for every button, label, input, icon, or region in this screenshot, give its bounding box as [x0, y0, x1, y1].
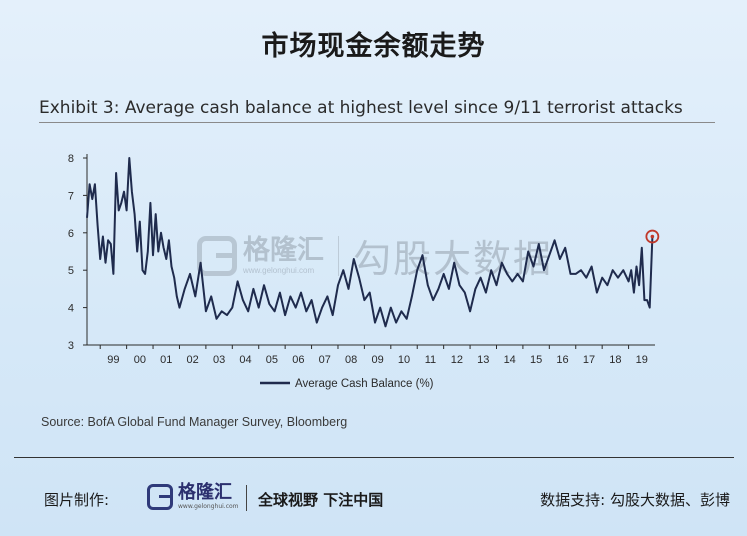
exhibit-title: Exhibit 3: Average cash balance at highe… — [39, 98, 683, 118]
x-tick-label: 00 — [134, 354, 146, 366]
credit-label: 图片制作: — [44, 491, 110, 509]
y-axis-ticks: 3 4 5 6 7 8 — [68, 153, 87, 352]
x-tick-label: 05 — [266, 354, 278, 366]
data-source: 数据支持: 勾股大数据、彭博 — [540, 491, 730, 509]
x-tick-label: 17 — [583, 354, 595, 366]
x-tick-label: 03 — [213, 354, 225, 366]
footer: 图片制作: 格隆汇 www.gelonghui.com 全球视野 下注中国 数据… — [0, 483, 747, 517]
x-tick-label: 10 — [398, 354, 410, 366]
slogan: 全球视野 下注中国 — [258, 491, 384, 509]
y-tick-label: 5 — [68, 265, 74, 277]
x-tick-label: 99 — [107, 354, 119, 366]
footer-rule — [14, 457, 734, 458]
source-note: Source: BofA Global Fund Manager Survey,… — [41, 415, 348, 429]
y-tick-label: 8 — [68, 153, 74, 165]
y-tick-label: 4 — [68, 303, 74, 315]
exhibit-title-rule — [39, 122, 715, 123]
x-tick-label: 04 — [239, 354, 251, 366]
logo-name: 格隆汇 — [178, 482, 232, 503]
chart-axes — [86, 154, 655, 346]
x-tick-label: 13 — [477, 354, 489, 366]
x-tick-label: 07 — [319, 354, 331, 366]
x-tick-label: 14 — [504, 354, 516, 366]
x-tick-label: 16 — [556, 354, 568, 366]
logo-url: www.gelonghui.com — [178, 503, 239, 510]
x-tick-label: 08 — [345, 354, 357, 366]
legend-label: Average Cash Balance (%) — [295, 378, 434, 390]
y-tick-label: 7 — [68, 190, 74, 202]
x-tick-label: 11 — [425, 354, 436, 366]
x-tick-label: 09 — [371, 354, 383, 366]
series-line-average-cash-balance — [86, 157, 654, 328]
x-tick-label: 02 — [187, 354, 199, 366]
x-tick-label: 15 — [530, 354, 542, 366]
latest-value-dot — [650, 234, 655, 239]
x-axis-ticks: 99 00 01 02 03 04 05 06 07 08 09 10 11 12 13 14 15 16 17 18… — [99, 345, 648, 366]
footer-divider — [246, 485, 247, 511]
y-tick-label: 3 — [68, 340, 74, 352]
footer-logo: 格隆汇 www.gelonghui.com — [147, 483, 239, 511]
x-tick-label: 06 — [292, 354, 304, 366]
x-tick-label: 01 — [160, 354, 172, 366]
cash-balance-chart: 3 4 5 6 7 8 99 00 01 02 03 04 05 06 07 08 09 10 11 12 13 14 1… — [68, 153, 660, 390]
y-tick-label: 6 — [68, 228, 74, 240]
x-tick-label: 19 — [636, 354, 648, 366]
x-tick-label: 12 — [451, 354, 463, 366]
latest-value-highlight — [645, 229, 660, 244]
page-title: 市场现金余额走势 — [261, 31, 486, 62]
x-tick-label: 18 — [609, 354, 621, 366]
gelonghui-logo-icon — [147, 484, 173, 510]
